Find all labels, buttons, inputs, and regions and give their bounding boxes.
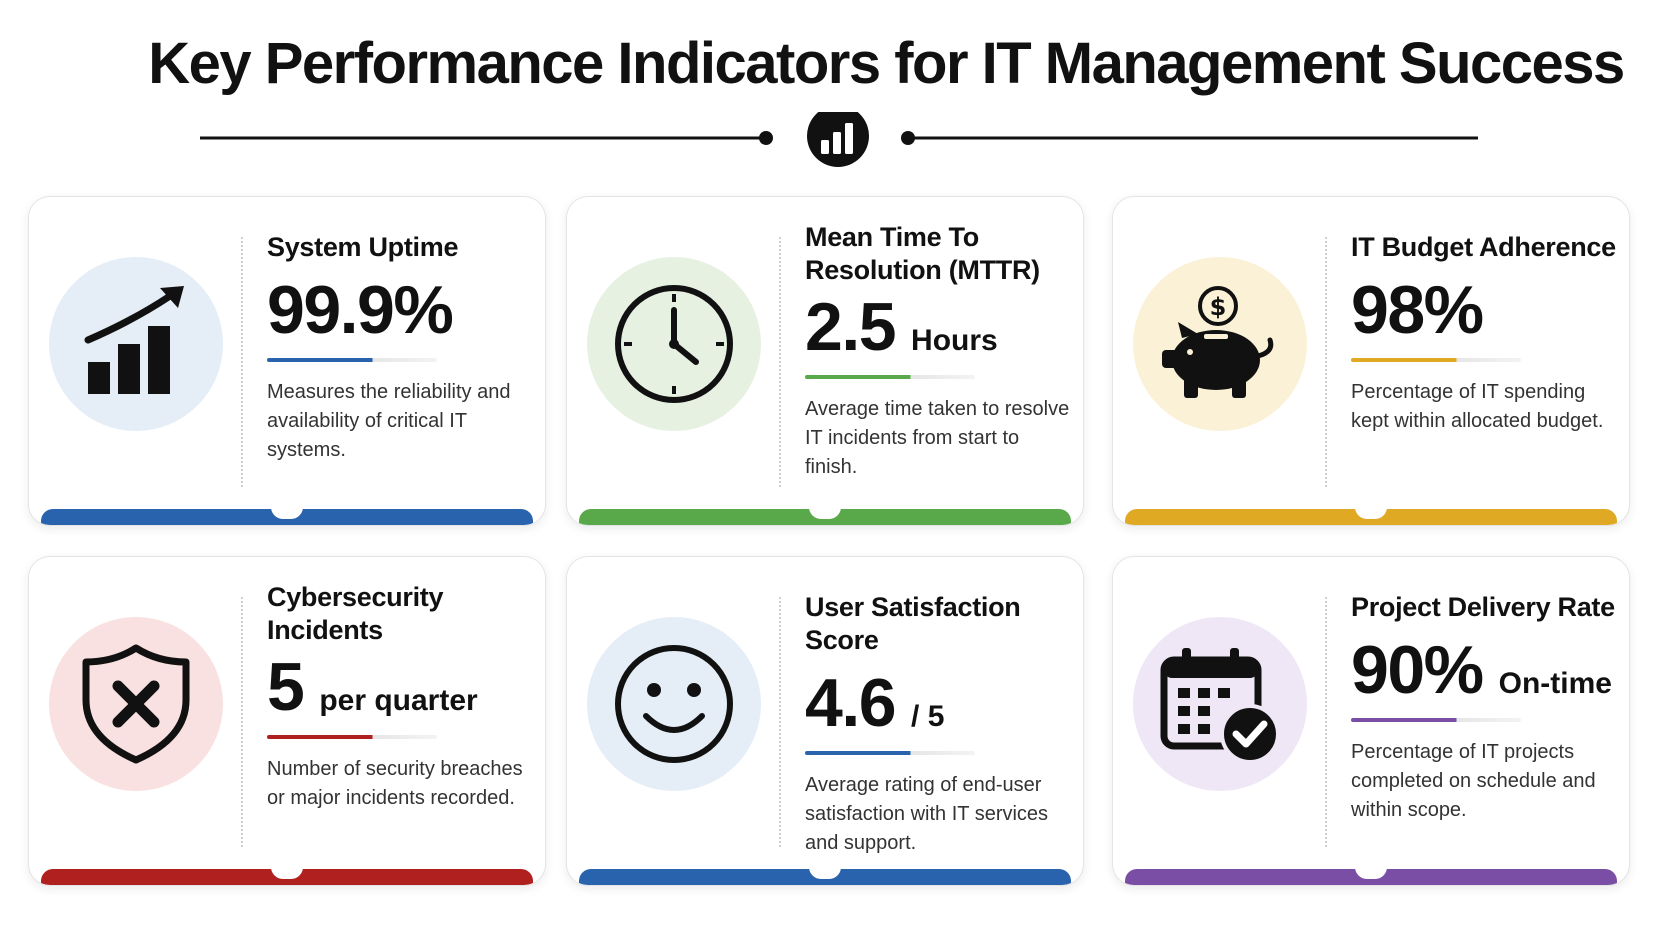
accent-line	[267, 358, 437, 362]
icon-circle	[49, 257, 223, 431]
bottom-color-bar	[1125, 507, 1617, 525]
bottom-color-bar	[1125, 867, 1617, 885]
page-title: Key Performance Indicators for IT Manage…	[148, 31, 1625, 96]
icon-circle	[587, 617, 761, 791]
accent-line	[1351, 718, 1521, 722]
card-divider	[241, 597, 243, 847]
kpi-card-mttr: Mean Time To Resolution (MTTR) 2.5 Hours…	[566, 196, 1084, 526]
smiley-icon	[615, 645, 733, 763]
piggy-bank-icon: $	[1162, 286, 1274, 398]
icon-circle	[1133, 617, 1307, 791]
kpi-description: Average rating of end-user satisfaction …	[805, 774, 1049, 854]
kpi-unit: On-time	[1498, 667, 1612, 700]
icon-circle	[587, 257, 761, 431]
clock-icon	[615, 285, 733, 403]
kpi-title: System Uptime	[267, 232, 459, 262]
kpi-value: 98%	[1351, 272, 1484, 348]
kpi-value: 99.9%	[267, 272, 454, 348]
kpi-title: IT Budget Adherence	[1351, 232, 1616, 262]
kpi-card-system-uptime: System Uptime 99.9% Measures the reliabi…	[28, 196, 546, 526]
kpi-title: Project Delivery Rate	[1351, 592, 1615, 622]
card-divider	[1325, 237, 1327, 487]
bottom-color-bar	[579, 867, 1071, 885]
bottom-color-bar	[41, 507, 533, 525]
bar-chart-icon	[807, 112, 869, 167]
kpi-card-cybersecurity: Cybersecurity Incidents 5 per quarter Nu…	[28, 556, 546, 886]
kpi-unit: / 5	[911, 700, 945, 733]
shield-x-icon	[82, 644, 190, 764]
card-divider	[779, 597, 781, 847]
kpi-card-project-delivery: Project Delivery Rate 90% On-time Percen…	[1112, 556, 1630, 886]
kpi-description: Average time taken to resolve IT inciden…	[805, 398, 1070, 478]
kpi-description: Percentage of IT spending kept within al…	[1351, 381, 1604, 432]
kpi-description: Number of security breaches or major inc…	[267, 758, 523, 809]
card-divider	[779, 237, 781, 487]
bottom-color-bar	[41, 867, 533, 885]
kpi-card-user-satisfaction: User Satisfaction Score 4.6 / 5 Average …	[566, 556, 1084, 886]
icon-circle	[49, 617, 223, 791]
kpi-value: 5	[267, 649, 305, 725]
kpi-unit: Hours	[911, 324, 998, 357]
kpi-unit: per quarter	[319, 684, 478, 717]
icon-circle: $	[1133, 257, 1307, 431]
title-divider	[200, 112, 1478, 167]
svg-text:$: $	[1210, 293, 1227, 321]
kpi-title: Cybersecurity Incidents	[267, 582, 444, 645]
kpi-title: Mean Time To Resolution (MTTR)	[805, 222, 1040, 285]
accent-line	[267, 735, 437, 739]
kpi-description: Measures the reliability and availabilit…	[267, 381, 511, 461]
kpi-value: 2.5	[805, 289, 897, 365]
kpi-description: Percentage of IT projects completed on s…	[1351, 741, 1596, 821]
accent-line	[1351, 358, 1521, 362]
kpi-value: 90%	[1351, 632, 1484, 708]
kpi-value: 4.6	[805, 665, 897, 741]
growth-chart-icon	[84, 286, 184, 394]
accent-line	[805, 751, 975, 755]
card-divider	[1325, 597, 1327, 847]
bottom-color-bar	[579, 507, 1071, 525]
calendar-check-icon	[1160, 648, 1280, 764]
kpi-title: User Satisfaction Score	[805, 592, 1021, 655]
card-divider	[241, 237, 243, 487]
kpi-card-budget-adherence: $ IT Budget Adherence 98% Percentage of …	[1112, 196, 1630, 526]
accent-line	[805, 375, 975, 379]
